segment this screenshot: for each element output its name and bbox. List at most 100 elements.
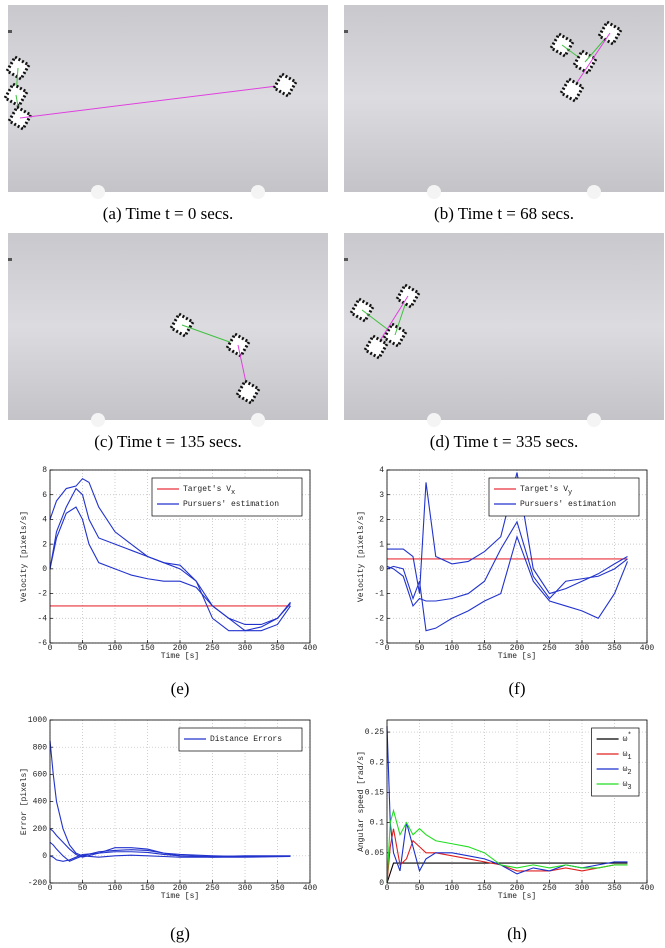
y-tick-label: 0: [42, 565, 47, 574]
x-tick-label: 300: [238, 884, 253, 893]
photo-tag: [559, 77, 585, 103]
x-tick-label: 150: [140, 884, 155, 893]
x-tick-label: 200: [173, 884, 188, 893]
x-tick-label: 400: [640, 644, 655, 653]
photo-hole: [427, 413, 441, 427]
photo-hole: [251, 413, 265, 427]
y-tick-label: -1: [374, 590, 384, 599]
photo-caption: (a) Time t = 0 secs.: [103, 204, 233, 223]
x-tick-label: 250: [542, 644, 557, 653]
series-line: [49, 841, 291, 862]
y-tick-label: -3: [374, 639, 384, 648]
x-tick-label: 100: [445, 644, 460, 653]
photo-link: [571, 32, 611, 91]
y-tick-label: 0.15: [365, 789, 384, 798]
photo-edge: [344, 258, 348, 261]
legend-box: [151, 477, 303, 517]
legend-name: ω: [623, 750, 628, 759]
x-tick-label: 400: [303, 884, 318, 893]
x-tick-label: 300: [575, 644, 590, 653]
x-axis-label: Time [s]: [161, 892, 199, 901]
x-tick-label: 400: [640, 884, 655, 893]
chart: 0 50 100 150 200 250 300 350 400 -6 -4 -2 0 2 4 6 8 Time …: [20, 466, 317, 698]
y-tick-label: 800: [33, 743, 48, 752]
x-tick-label: 200: [510, 884, 525, 893]
legend-subscript: 1: [627, 754, 631, 762]
x-tick-label: 200: [510, 644, 525, 653]
x-tick-label: 150: [477, 644, 492, 653]
photo-tag: [272, 72, 298, 98]
photo-hole: [427, 185, 441, 199]
y-tick-label: 0.25: [365, 728, 384, 737]
x-tick-label: 200: [173, 644, 188, 653]
photo-background: [8, 5, 328, 192]
chart-caption: (g): [170, 924, 190, 943]
x-tick-label: 100: [108, 884, 123, 893]
x-tick-label: 400: [303, 644, 318, 653]
y-tick-label: -200: [28, 879, 47, 888]
series-line: [386, 534, 629, 632]
photo-edge: [8, 30, 12, 33]
chart: 0 50 100 150 200 250 300 350 400-200020040060080…: [20, 716, 317, 943]
legend-subscript: 3: [627, 784, 631, 792]
legend-superscript: *: [627, 732, 631, 740]
legend-box: [178, 727, 303, 752]
legend-box: [591, 727, 640, 797]
legend-name: Target's V: [183, 485, 231, 494]
y-tick-label: 600: [33, 770, 48, 779]
legend-name: Distance Errors: [210, 735, 282, 744]
x-axis-label: Time [s]: [498, 892, 536, 901]
y-axis-label: Error [pixels]: [20, 768, 29, 835]
x-tick-label: 250: [205, 644, 220, 653]
photo-hole: [587, 185, 601, 199]
photo: [3, 5, 328, 199]
series-line: [386, 862, 628, 884]
x-axis-label: Time [s]: [498, 652, 536, 661]
y-tick-label: 6: [42, 491, 47, 500]
x-tick-label: 300: [238, 644, 253, 653]
legend-label: ω3: [623, 780, 632, 792]
y-tick-label: 1: [379, 540, 384, 549]
x-tick-label: 0: [385, 644, 390, 653]
plot-frame: [49, 469, 311, 644]
series-line: [49, 740, 291, 858]
x-tick-label: 250: [542, 884, 557, 893]
legend-label: ω2: [623, 765, 632, 777]
x-tick-label: 150: [477, 884, 492, 893]
y-tick-label: 200: [33, 825, 48, 834]
legend-subscript: x: [231, 489, 235, 497]
photo-hole: [587, 413, 601, 427]
legend-label: Pursuers' estimation: [520, 500, 616, 509]
y-tick-label: 8: [42, 466, 47, 475]
x-tick-label: 0: [385, 884, 390, 893]
legend-subscript: y: [568, 489, 572, 497]
photo: [344, 5, 664, 199]
series-line: [49, 506, 291, 632]
legend-label: Target's Vx: [183, 485, 235, 497]
plot-frame: [49, 719, 311, 884]
photo-hole: [91, 413, 105, 427]
y-tick-label: -2: [37, 590, 47, 599]
x-tick-label: 300: [575, 884, 590, 893]
legend-box: [488, 477, 640, 517]
x-tick-label: 0: [48, 884, 53, 893]
legend-name: ω: [623, 765, 628, 774]
x-tick-label: 350: [270, 884, 285, 893]
y-axis-label: Angular speed [rad/s]: [357, 751, 366, 852]
y-tick-label: 0.1: [370, 819, 385, 828]
y-tick-label: 4: [379, 466, 384, 475]
photo-link: [19, 84, 286, 119]
photo-edge: [344, 30, 348, 33]
plot-frame: [386, 469, 648, 644]
photo-caption: (b) Time t = 68 secs.: [434, 204, 574, 223]
y-tick-label: 2: [379, 516, 384, 525]
x-tick-label: 50: [78, 644, 88, 653]
photo: [8, 233, 328, 427]
y-tick-label: 3: [379, 491, 384, 500]
series-line: [386, 520, 628, 608]
photo-link: [375, 295, 409, 348]
x-tick-label: 350: [607, 884, 622, 893]
photo-caption: (c) Time t = 135 secs.: [94, 432, 241, 451]
legend-label: ω1: [623, 750, 632, 762]
legend-label: Pursuers' estimation: [183, 500, 279, 509]
